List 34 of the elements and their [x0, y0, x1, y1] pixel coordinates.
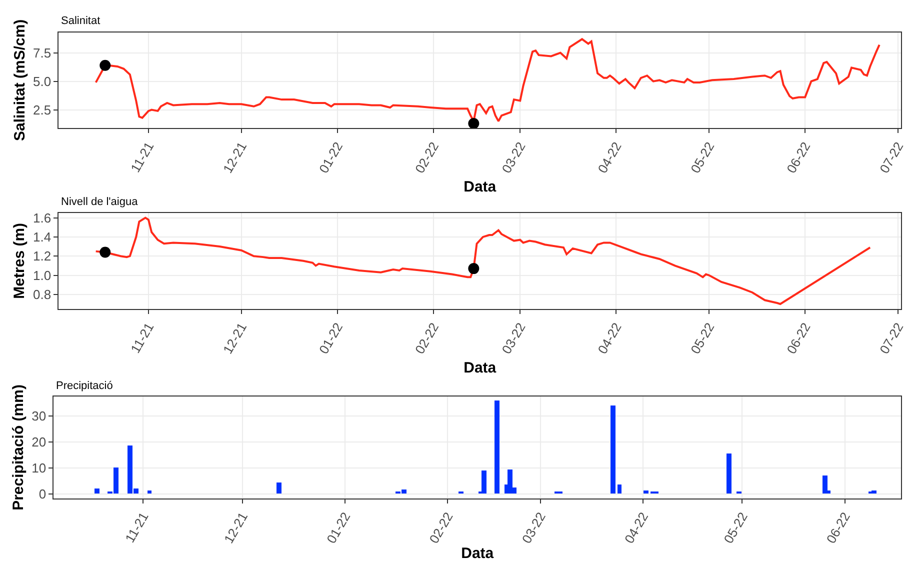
bar [494, 400, 500, 494]
bar [872, 490, 877, 494]
bar [610, 406, 616, 494]
y-tick-label: 1.4 [33, 230, 52, 245]
y-axis-title: Salinitat (mS/cm) [11, 19, 28, 142]
y-tick-label: 1.6 [33, 210, 52, 226]
bar [508, 470, 513, 494]
bar [644, 490, 649, 494]
chart-title: Salinitat [61, 15, 100, 27]
y-tick-label: 0.8 [33, 286, 52, 302]
y-tick-label: 1.0 [33, 268, 52, 283]
y-tick-label: 7.5 [33, 45, 52, 60]
y-tick-label: 30 [32, 408, 46, 424]
chart-title: Nivell de l'aigua [61, 196, 139, 208]
bar [276, 482, 282, 494]
y-tick-label: 2.5 [33, 102, 52, 118]
bar [482, 470, 487, 494]
bar [822, 476, 828, 494]
x-axis-title: Data [464, 359, 497, 376]
y-tick-label: 20 [32, 434, 46, 450]
x-axis-title: Data [461, 545, 494, 562]
bar [94, 488, 100, 494]
bar [726, 454, 732, 494]
bar [618, 484, 622, 494]
x-axis-title: Data [464, 178, 497, 196]
y-tick-label: 0 [38, 486, 46, 502]
chart-title: Precipitació [56, 380, 113, 392]
bar [148, 490, 152, 494]
y-tick-label: 5.0 [33, 74, 52, 89]
y-tick-label: 1.2 [33, 248, 52, 264]
line-series [94, 216, 872, 305]
y-axis-title: Precipitació (mm) [10, 384, 27, 510]
y-axis-title: Metres (m) [11, 222, 28, 299]
y-tick-label: 10 [32, 460, 46, 476]
